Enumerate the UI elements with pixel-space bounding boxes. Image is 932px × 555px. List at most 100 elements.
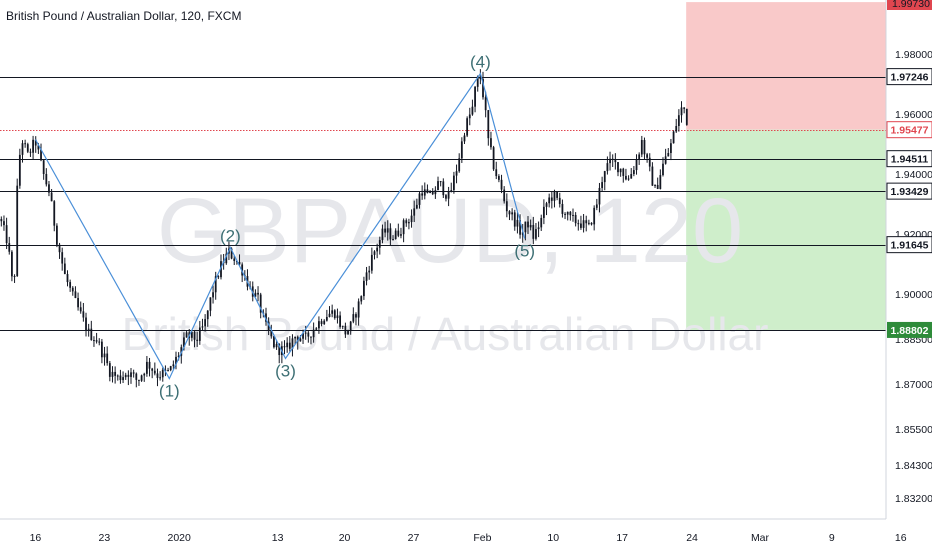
level-label-1: 1.95477	[891, 125, 929, 137]
candle-126	[333, 309, 336, 320]
candle-58	[153, 362, 156, 376]
candle-141	[373, 250, 376, 260]
candle-257	[680, 101, 683, 123]
candle-186	[492, 145, 495, 171]
candle-246	[651, 162, 654, 186]
candle-244	[646, 152, 649, 163]
level-label-5: 1.88802	[891, 325, 929, 337]
axes	[0, 0, 887, 520]
candle-129	[341, 325, 344, 330]
candle-110	[291, 334, 294, 357]
candle-100	[265, 307, 267, 326]
price-tick-5: 1.90000	[895, 289, 932, 301]
candle-188	[497, 174, 500, 183]
candle-24	[63, 257, 66, 275]
candle-231	[611, 154, 614, 168]
wave-label-5: (5)	[514, 242, 535, 261]
candle-158	[418, 191, 421, 209]
candle-88	[233, 255, 236, 266]
wave-label-1: (1)	[159, 382, 180, 401]
level-label-0: 1.97246	[891, 72, 929, 84]
candle-3	[8, 236, 11, 255]
candle-242	[640, 135, 643, 158]
candle-46	[122, 371, 124, 384]
candle-138	[365, 266, 368, 286]
candle-6	[16, 178, 19, 277]
candle-194	[513, 209, 516, 231]
candle-135	[357, 298, 360, 326]
candle-214	[566, 211, 569, 221]
candle-139	[368, 265, 371, 280]
candle-56	[148, 357, 151, 377]
candle-140	[370, 247, 373, 274]
candle-28	[74, 286, 77, 299]
candle-79	[209, 297, 212, 317]
candle-172	[455, 164, 458, 184]
candle-31	[82, 302, 85, 322]
candle-4	[11, 250, 13, 282]
time-tick-12: 16	[895, 532, 907, 544]
candle-26	[69, 279, 72, 292]
candle-216	[572, 208, 574, 222]
candle-75	[198, 320, 201, 345]
candle-181	[479, 69, 482, 85]
candle-149	[394, 228, 397, 240]
candle-199	[527, 216, 529, 234]
take-profit-zone[interactable]	[686, 129, 886, 330]
candle-118	[312, 322, 315, 343]
candle-19	[50, 189, 53, 202]
candle-247	[654, 184, 656, 188]
candle-48	[127, 370, 130, 386]
candle-229	[606, 156, 609, 175]
candle-169	[447, 186, 450, 207]
candle-1	[3, 215, 5, 231]
candle-250	[662, 157, 664, 177]
candle-111	[294, 336, 297, 345]
time-tick-4: 20	[339, 532, 351, 544]
candle-64	[169, 365, 172, 372]
candle-223	[590, 222, 593, 226]
elliott-wave-lines	[34, 72, 526, 380]
candle-224	[593, 205, 596, 231]
candle-170	[450, 182, 453, 193]
candle-119	[315, 327, 318, 331]
candle-248	[656, 177, 659, 190]
candle-212	[561, 199, 564, 218]
wave-path-line[interactable]	[34, 72, 526, 380]
candle-165	[437, 176, 439, 191]
candle-80	[212, 285, 214, 304]
candle-39	[103, 346, 106, 366]
time-tick-1: 23	[99, 532, 111, 544]
candle-123	[325, 309, 328, 322]
candle-78	[206, 310, 209, 327]
price-tick-10: 1.83200	[895, 493, 932, 505]
candle-182	[482, 71, 484, 100]
candle-155	[410, 209, 413, 228]
candle-20	[53, 200, 56, 232]
stop-loss-zone[interactable]	[686, 2, 886, 130]
candle-137	[363, 276, 365, 300]
time-axis[interactable]: 16 23 2020 13 20 27 Feb 10 17 24 Mar 9 16	[30, 532, 907, 544]
candle-256	[677, 109, 680, 132]
candle-162	[429, 190, 431, 194]
candle-40	[106, 346, 109, 366]
watermark-name: British Pound / Australian Dollar	[122, 308, 769, 360]
candle-177	[468, 107, 471, 126]
candle-219	[580, 215, 582, 230]
candle-120	[318, 316, 320, 334]
candle-204	[540, 214, 543, 231]
time-tick-8: 17	[616, 532, 628, 544]
candle-96	[254, 289, 257, 298]
candle-206	[545, 201, 548, 216]
candle-33	[87, 323, 90, 337]
candle-239	[632, 166, 635, 177]
candle-225	[595, 198, 598, 211]
candle-167	[442, 178, 445, 199]
candle-63	[167, 367, 169, 372]
wave-label-2: (2)	[220, 227, 241, 246]
position-zones	[686, 2, 886, 330]
candle-226	[598, 182, 601, 213]
candle-18	[48, 180, 50, 197]
